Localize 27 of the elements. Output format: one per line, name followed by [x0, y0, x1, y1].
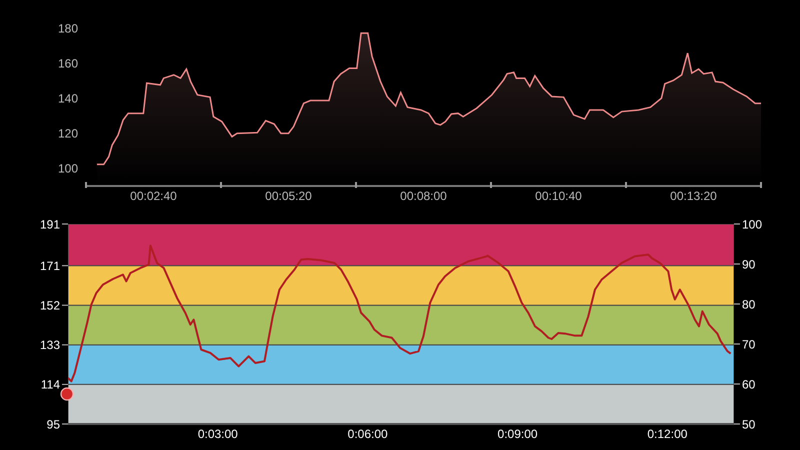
x-tick-label: 00:08:00	[400, 189, 448, 203]
y-tick-label: 160	[58, 56, 78, 70]
y-tick-label: 133	[40, 338, 60, 352]
y2-tick-label: 60	[742, 377, 756, 392]
y2-tick-label: 80	[742, 297, 756, 312]
x-tick-label: 00:02:40	[130, 189, 178, 203]
y-tick-label: 180	[58, 21, 78, 36]
y-tick-label: 95	[46, 417, 60, 432]
y-tick-label: 171	[40, 258, 60, 273]
y2-tick-label: 100	[742, 217, 762, 232]
y-tick-label: 114	[40, 378, 60, 392]
x-tick-label: 00:10:40	[535, 189, 582, 203]
y-tick-label: 152	[40, 298, 60, 313]
y-tick-label: 100	[58, 162, 78, 176]
x-tick-label: 00:13:20	[670, 189, 718, 203]
line-series	[68, 244, 732, 382]
x-tick-label: 0:09:00	[498, 427, 538, 441]
y2-tick-label: 70	[742, 337, 756, 352]
x-tick-label: 0:12:00	[647, 427, 688, 441]
x-tick-label: 00:05:20	[265, 189, 312, 203]
y2-tick-label: 50	[742, 417, 756, 432]
y2-tick-label: 90	[742, 257, 756, 272]
y-tick-label: 120	[58, 126, 78, 141]
y-tick-label: 191	[40, 217, 60, 232]
x-tick-label: 0:03:00	[198, 427, 238, 441]
y-tick-label: 140	[58, 91, 78, 106]
x-tick-label: 0:06:00	[348, 427, 388, 441]
